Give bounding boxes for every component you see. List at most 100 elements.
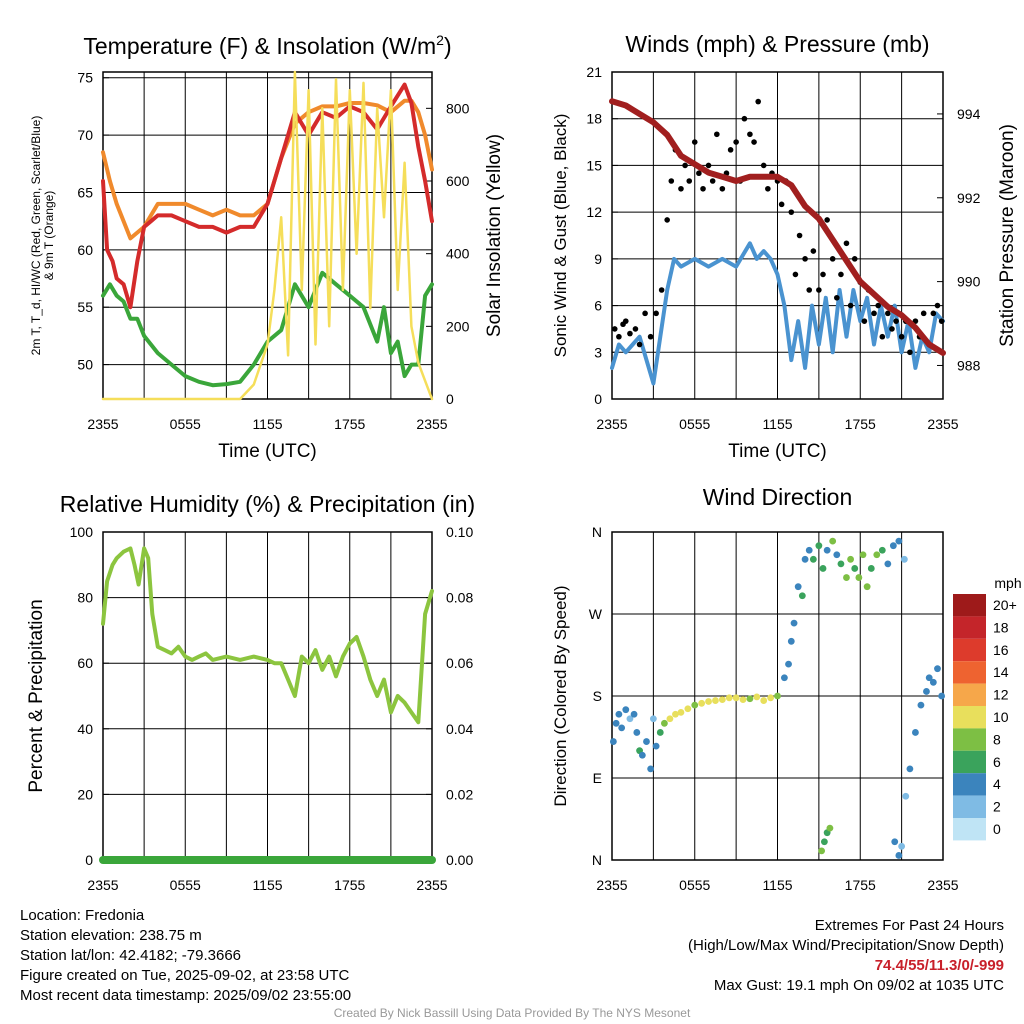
legend-swatch	[953, 638, 986, 662]
station-elevation: Station elevation: 238.75 m	[20, 927, 202, 944]
dir-point	[746, 695, 754, 703]
wind-gust-point	[760, 162, 767, 169]
dir-ylabel: Direction (Colored By Speed)	[551, 585, 570, 806]
wind-gust-point	[778, 201, 785, 208]
legend-swatch	[953, 728, 986, 751]
extremes-title: Extremes For Past 24 Hours	[814, 917, 1004, 934]
rh-y2tick-label: 0.00	[446, 852, 473, 868]
wind-ytick-label: 3	[594, 344, 602, 360]
wind-xtick-label: 2355	[927, 416, 958, 432]
dir-point	[819, 565, 827, 572]
wind-xtick-label: 1755	[845, 416, 876, 432]
rh-y2tick-label: 0.06	[446, 655, 473, 671]
wind-y2label: Station Pressure (Maroon)	[997, 124, 1018, 347]
wind-gust-point	[664, 217, 670, 223]
wind-ytick-label: 0	[594, 391, 602, 407]
wind-gust-point	[696, 170, 702, 177]
dir-point	[843, 574, 850, 581]
dir-point	[912, 729, 919, 736]
temp-xlabel: Time (UTC)	[218, 441, 317, 462]
legend-label: 14	[993, 664, 1009, 680]
temp-ytick-label: 65	[77, 184, 93, 200]
temp-y2tick-label: 400	[446, 246, 470, 262]
wind-gust-point	[636, 341, 643, 348]
temp-y2tick-label: 0	[446, 391, 454, 407]
wind-gust-point	[705, 162, 712, 169]
wind-gust-point	[627, 330, 633, 337]
wind-gust-point	[893, 318, 899, 324]
wind-gust-point	[788, 209, 795, 215]
dir-point	[698, 699, 706, 707]
wind-gust-point	[765, 185, 771, 192]
dir-point	[798, 592, 806, 600]
wind-ytick-label: 6	[594, 298, 602, 314]
dir-point	[826, 824, 834, 832]
station-info: Location: Fredonia Station elevation: 23…	[20, 906, 351, 1006]
dir-point	[652, 742, 660, 750]
legend-label: 2	[993, 799, 1001, 815]
recent-timestamp: Most recent data timestamp: 2025/09/02 2…	[20, 987, 352, 1004]
wind-gust-point	[682, 162, 688, 169]
wind-gust-point	[930, 310, 937, 317]
dir-point	[898, 842, 906, 850]
wind-gust-point	[838, 271, 844, 278]
dir-point	[829, 537, 837, 545]
temp-y2tick-label: 600	[446, 173, 470, 189]
dir-point	[622, 706, 630, 714]
dir-point	[647, 765, 655, 773]
wind-gust-point	[938, 318, 945, 324]
wind-gust-point	[879, 333, 886, 340]
wind-gust-point	[829, 256, 836, 262]
dir-point	[718, 696, 726, 704]
legend-label: 4	[993, 776, 1001, 792]
wind-gust-point	[616, 333, 622, 340]
wind-gust-point	[678, 185, 684, 192]
wind-gust-point	[851, 256, 858, 262]
dir-point	[638, 751, 646, 759]
legend-swatch	[953, 795, 986, 818]
dir-point	[794, 583, 802, 591]
dir-point	[787, 637, 795, 645]
dir-point	[780, 674, 788, 682]
wind-ytick-label: 21	[586, 64, 602, 80]
legend-swatch	[953, 773, 986, 796]
wind-gust-point	[741, 115, 748, 122]
temp-xtick-label: 1155	[252, 416, 282, 432]
dir-point	[837, 560, 845, 568]
dir-point	[732, 694, 740, 702]
rh-rh-line	[101, 546, 434, 725]
dir-point	[859, 551, 867, 559]
wind-gust-point	[796, 232, 803, 239]
legend-swatch	[953, 616, 986, 639]
figure-created: Figure created on Tue, 2025-09-02, at 23…	[20, 967, 350, 984]
wind-gust-point	[653, 310, 659, 317]
station-latlon: Station lat/lon: 42.4182; -79.3666	[20, 947, 242, 964]
max-gust: Max Gust: 19.1 mph On 09/02 at 1035 UTC	[713, 977, 1004, 994]
legend-swatch	[953, 594, 986, 617]
wind-gust-point	[668, 178, 675, 184]
legend-label: 0	[993, 821, 1001, 837]
rh-xtick-label: 1155	[252, 877, 282, 893]
temp-xtick-label: 2355	[87, 416, 118, 432]
dir-point	[895, 852, 903, 859]
wind-gust-point	[907, 349, 913, 356]
temp-xtick-label: 0555	[170, 416, 201, 432]
legend-swatch	[953, 706, 986, 729]
wind-gust-point	[875, 302, 881, 309]
wind-gust-point	[632, 326, 639, 332]
wind-gust-point	[709, 178, 716, 184]
dir-title: Wind Direction	[703, 484, 853, 510]
temp-y2tick-label: 800	[446, 100, 470, 116]
wind-gust-point	[920, 310, 927, 317]
dir-point	[895, 537, 903, 545]
dir-point	[900, 555, 908, 563]
dir-ytick-label: S	[593, 688, 602, 704]
dir-point	[677, 709, 685, 716]
wind-gust-point	[816, 287, 822, 293]
dir-point	[626, 715, 634, 723]
credit-line: Created By Nick Bassill Using Data Provi…	[333, 1006, 691, 1020]
dir-point	[760, 697, 768, 704]
rh-title: Relative Humidity (%) & Precipitation (i…	[60, 491, 475, 517]
dir-xtick-label: 1155	[762, 877, 792, 893]
dir-point	[774, 692, 781, 700]
